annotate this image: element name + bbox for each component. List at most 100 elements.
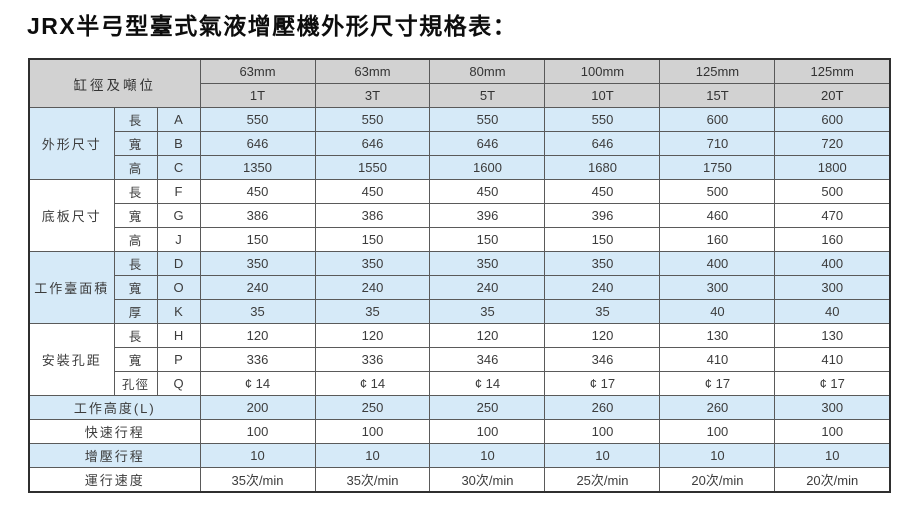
- code-cell: D: [156, 251, 201, 276]
- value-cell: 120: [199, 323, 316, 348]
- value-cell: 336: [199, 347, 316, 372]
- code-cell: Q: [156, 371, 201, 396]
- value-cell: 410: [659, 347, 776, 372]
- table-corner-label: 缸徑及噸位: [28, 58, 201, 108]
- value-cell: 150: [199, 227, 316, 252]
- value-cell: 386: [199, 203, 316, 228]
- value-cell: 10: [429, 443, 546, 468]
- tonnage-header-cell: 3T: [314, 83, 431, 108]
- code-cell: O: [156, 275, 201, 300]
- value-cell: 10: [544, 443, 661, 468]
- dim-label-cell: 長: [113, 107, 158, 132]
- value-cell: 1750: [659, 155, 776, 180]
- group-label-cell: 安裝孔距: [28, 323, 115, 396]
- bore-header-cell: 125mm: [774, 58, 891, 84]
- value-cell: 400: [774, 251, 891, 276]
- value-cell: 35次/min: [199, 467, 316, 493]
- value-cell: 450: [314, 179, 431, 204]
- value-cell: 120: [314, 323, 431, 348]
- code-cell: G: [156, 203, 201, 228]
- value-cell: 710: [659, 131, 776, 156]
- value-cell: 40: [659, 299, 776, 324]
- dim-label-cell: 長: [113, 179, 158, 204]
- value-cell: 1600: [429, 155, 546, 180]
- value-cell: 35: [199, 299, 316, 324]
- value-cell: 550: [314, 107, 431, 132]
- value-cell: ¢ 17: [659, 371, 776, 396]
- dim-label-cell: 寬: [113, 203, 158, 228]
- value-cell: 470: [774, 203, 891, 228]
- value-cell: 40: [774, 299, 891, 324]
- value-cell: 100: [429, 419, 546, 444]
- value-cell: 30次/min: [429, 467, 546, 493]
- dim-label-cell: 厚: [113, 299, 158, 324]
- group-label-cell: 外形尺寸: [28, 107, 115, 180]
- value-cell: ¢ 14: [199, 371, 316, 396]
- code-cell: C: [156, 155, 201, 180]
- value-cell: 160: [774, 227, 891, 252]
- value-cell: 100: [774, 419, 891, 444]
- value-cell: 35: [314, 299, 431, 324]
- bore-header-cell: 125mm: [659, 58, 776, 84]
- value-cell: 646: [544, 131, 661, 156]
- table-row: 厚 K 35 35 35 35 40 40: [29, 299, 891, 324]
- table-row: 安裝孔距長 H 120 120 120 120 130 130: [28, 323, 891, 396]
- value-cell: 300: [774, 395, 891, 420]
- table-row: 缸徑及噸位 63mm 63mm 80mm 100mm 125mm 125mm: [28, 58, 891, 108]
- table-row: 外形尺寸長 A 550 550 550 550 600 600: [28, 107, 891, 180]
- value-cell: 350: [199, 251, 316, 276]
- tonnage-header-cell: 1T: [199, 83, 316, 108]
- value-cell: 200: [199, 395, 316, 420]
- table-row: 寬 G 386 386 396 396 460 470: [29, 203, 891, 228]
- value-cell: 550: [429, 107, 546, 132]
- group-label-cell: 工作臺面積: [28, 251, 115, 324]
- value-cell: 240: [199, 275, 316, 300]
- table-row: 寬 B 646 646 646 646 710 720: [29, 131, 891, 156]
- value-cell: 150: [544, 227, 661, 252]
- value-cell: 350: [544, 251, 661, 276]
- table-row: 底板尺寸長 F 450 450 450 450 500 500: [28, 179, 891, 252]
- table-row: 增壓行程 10 10 10 10 10 10: [28, 443, 891, 468]
- table-row: 運行速度 35次/min 35次/min 30次/min 25次/min 20次/min 2…: [28, 467, 891, 493]
- value-cell: 1350: [199, 155, 316, 180]
- value-cell: 396: [429, 203, 546, 228]
- value-cell: 120: [544, 323, 661, 348]
- value-cell: 396: [544, 203, 661, 228]
- value-cell: 450: [544, 179, 661, 204]
- dim-label-cell: 寬: [113, 131, 158, 156]
- value-cell: 646: [314, 131, 431, 156]
- dim-label-cell: 寬: [113, 347, 158, 372]
- value-cell: 450: [199, 179, 316, 204]
- value-cell: 10: [659, 443, 776, 468]
- page-title: JRX半弓型臺式氣液增壓機外形尺寸規格表：: [27, 13, 518, 39]
- value-cell: 100: [199, 419, 316, 444]
- value-cell: ¢ 14: [429, 371, 546, 396]
- value-cell: ¢ 17: [544, 371, 661, 396]
- value-cell: 386: [314, 203, 431, 228]
- value-cell: 646: [199, 131, 316, 156]
- table-row: 工作高度(L) 200 250 250 260 260 300: [28, 395, 891, 420]
- value-cell: 130: [774, 323, 891, 348]
- value-cell: 300: [659, 275, 776, 300]
- footer-label-cell: 工作高度(L): [28, 395, 201, 420]
- code-cell: H: [156, 323, 201, 348]
- value-cell: 240: [544, 275, 661, 300]
- footer-label-cell: 運行速度: [28, 467, 201, 493]
- tonnage-header-cell: 15T: [659, 83, 776, 108]
- value-cell: 25次/min: [544, 467, 661, 493]
- table-row: 寬 P 336 336 346 346 410 410: [29, 347, 891, 372]
- value-cell: 346: [429, 347, 546, 372]
- value-cell: 346: [544, 347, 661, 372]
- value-cell: 350: [314, 251, 431, 276]
- value-cell: 160: [659, 227, 776, 252]
- table-row: 1T 3T 5T 10T 15T 20T: [29, 83, 891, 108]
- value-cell: 646: [429, 131, 546, 156]
- value-cell: 600: [774, 107, 891, 132]
- code-cell: K: [156, 299, 201, 324]
- value-cell: 600: [659, 107, 776, 132]
- bore-header-cell: 63mm: [199, 58, 316, 84]
- value-cell: 150: [429, 227, 546, 252]
- value-cell: 150: [314, 227, 431, 252]
- table-row: 孔徑 Q ¢ 14 ¢ 14 ¢ 14 ¢ 17 ¢ 17 ¢ 17: [29, 371, 891, 396]
- code-cell: P: [156, 347, 201, 372]
